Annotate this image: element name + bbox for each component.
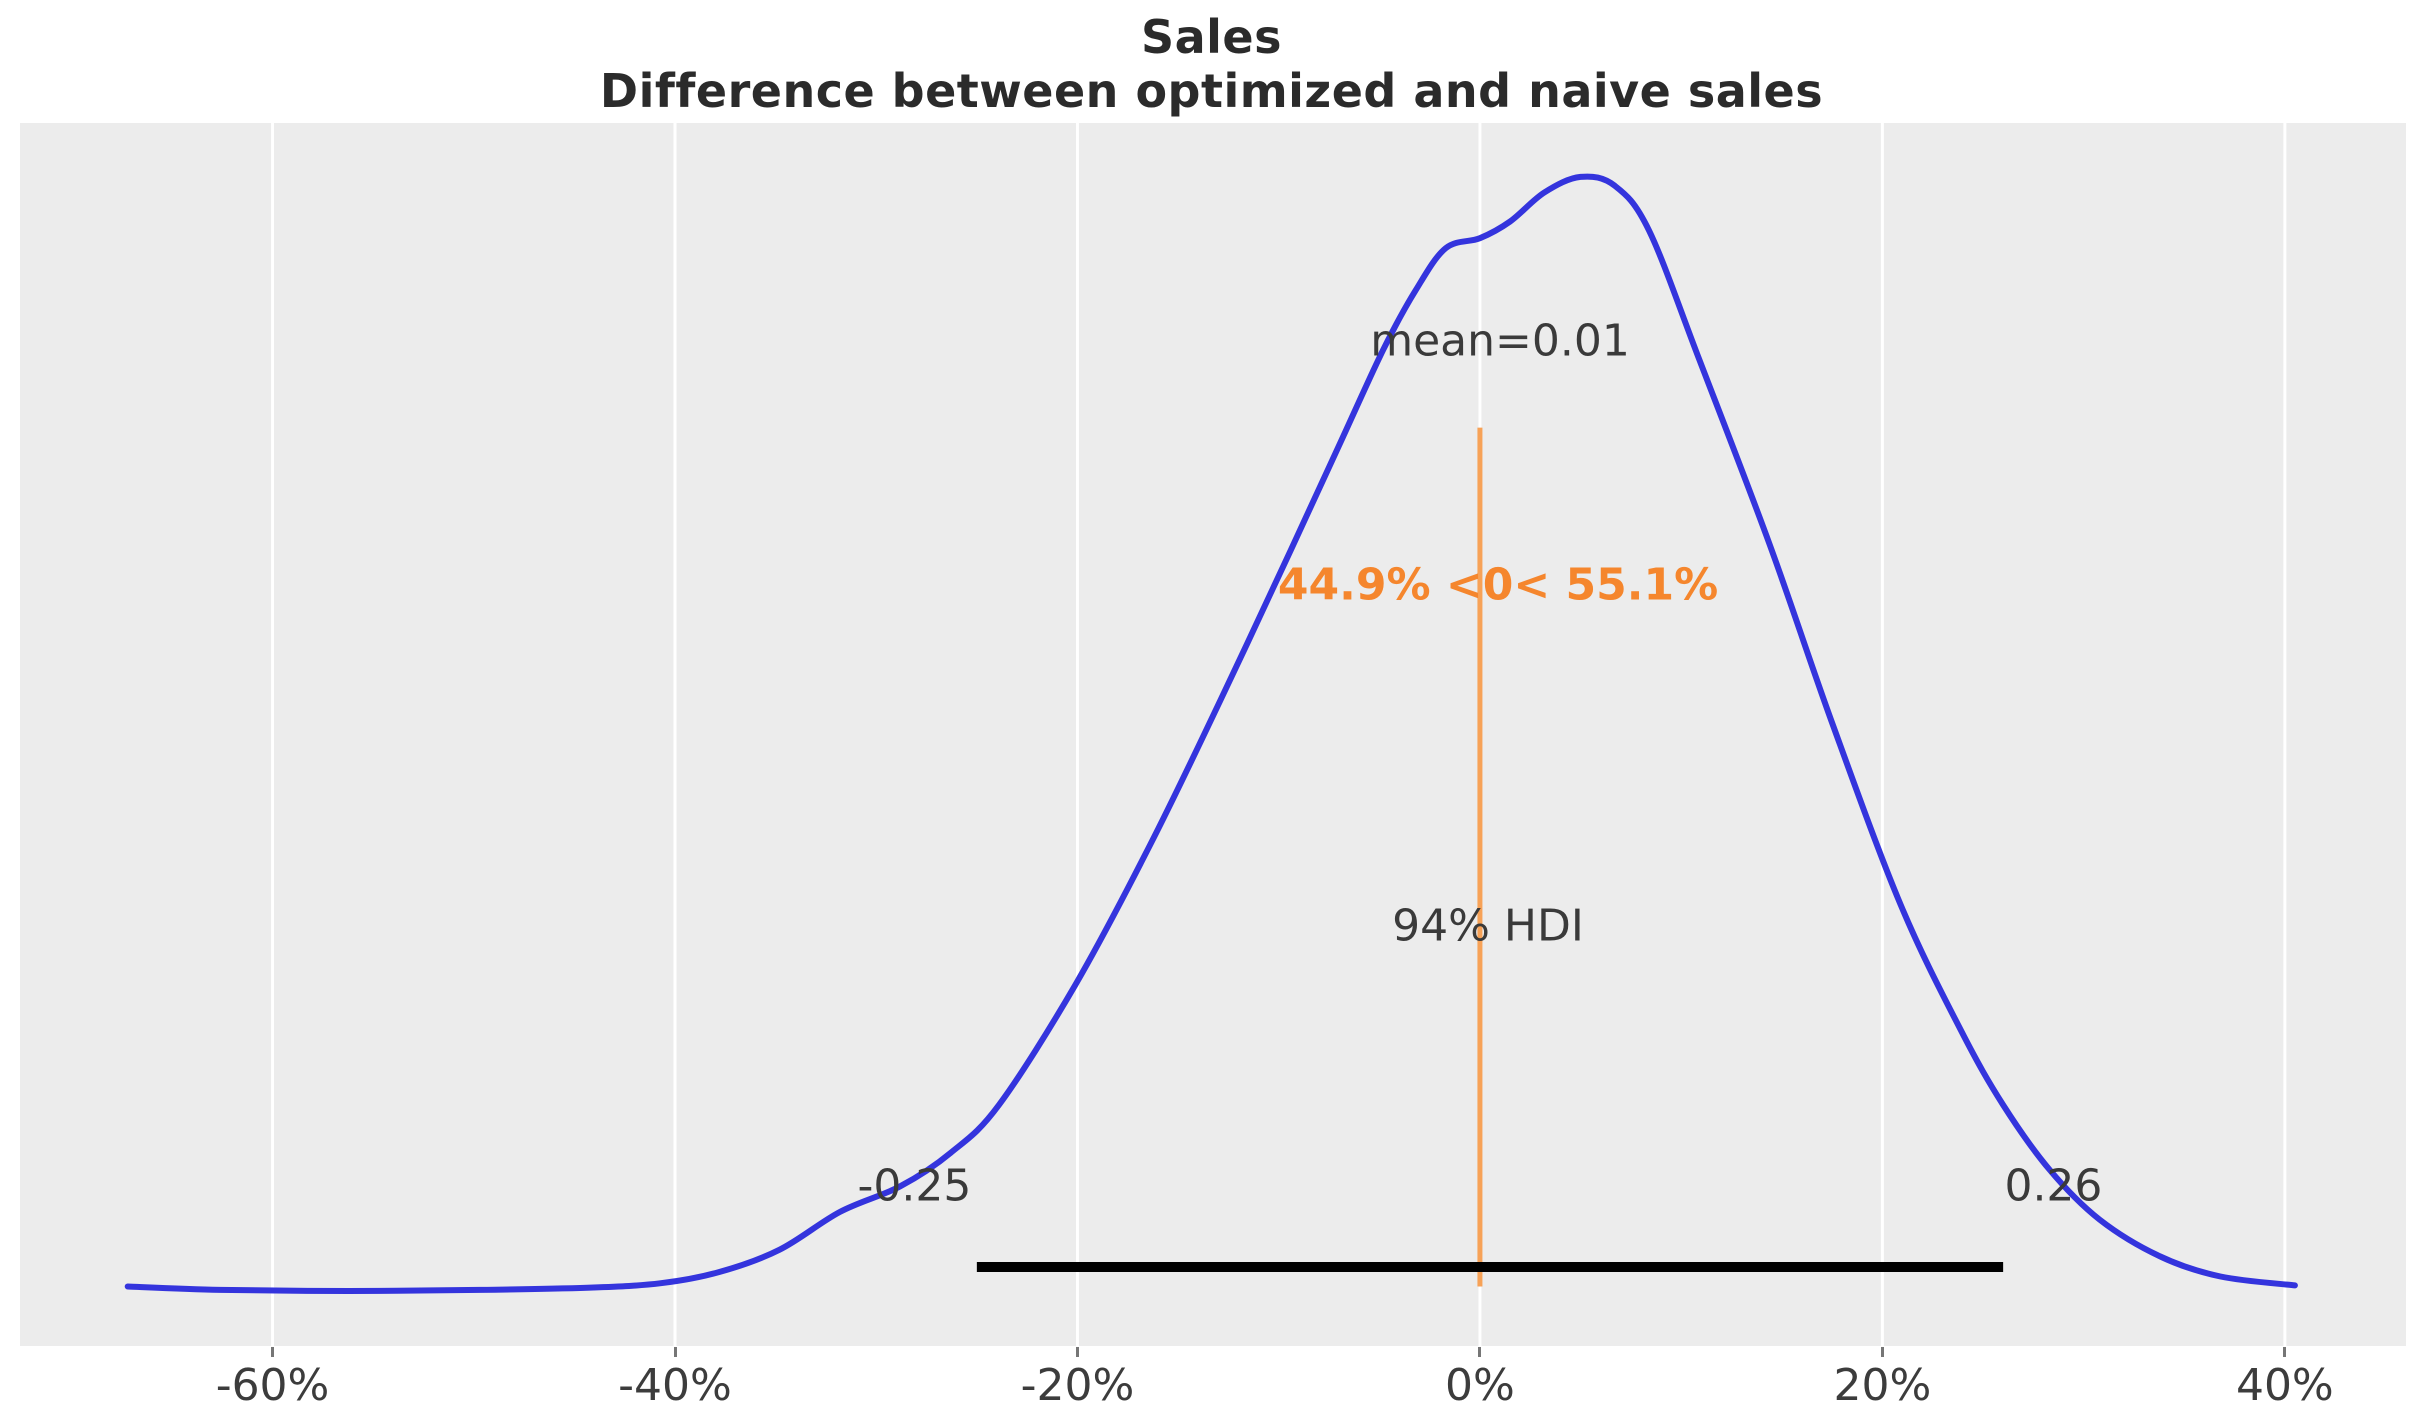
x-tick-mark <box>673 1347 677 1357</box>
x-tick-mark <box>1880 1347 1884 1357</box>
density-curve <box>124 173 2298 1294</box>
annotation-mean-label: mean=0.01 <box>1370 315 1630 367</box>
annotation-hdi-lo-label: -0.25 <box>857 1160 972 1212</box>
x-tick-mark <box>1478 1347 1482 1357</box>
x-tick-label: 0% <box>1445 1360 1515 1411</box>
plot-area: mean=0.01 44.9% <0< 55.1% 94% HDI -0.25 0.26 <box>20 123 2406 1346</box>
x-tick-mark <box>1075 1347 1079 1357</box>
chart-title-line1: Sales <box>1140 10 1283 64</box>
x-tick-label: -60% <box>215 1360 330 1411</box>
x-tick-label: 40% <box>2235 1360 2334 1411</box>
x-tick-label: -40% <box>618 1360 732 1411</box>
annotation-ref-prob-label: 44.9% <0< 55.1% <box>1277 559 1719 611</box>
annotation-hdi-title: 94% HDI <box>1392 900 1584 952</box>
x-tick-mark <box>271 1347 275 1357</box>
x-tick-label: -20% <box>1020 1360 1135 1411</box>
chart-title: Sales Difference between optimized and n… <box>0 10 2423 118</box>
x-tick-mark <box>2283 1347 2287 1357</box>
x-tick-label: 20% <box>1833 1360 1932 1411</box>
annotation-hdi-hi-label: 0.26 <box>2004 1160 2103 1212</box>
density-plot-svg <box>124 123 2298 1346</box>
chart-title-line2: Difference between optimized and naive s… <box>599 64 1824 118</box>
